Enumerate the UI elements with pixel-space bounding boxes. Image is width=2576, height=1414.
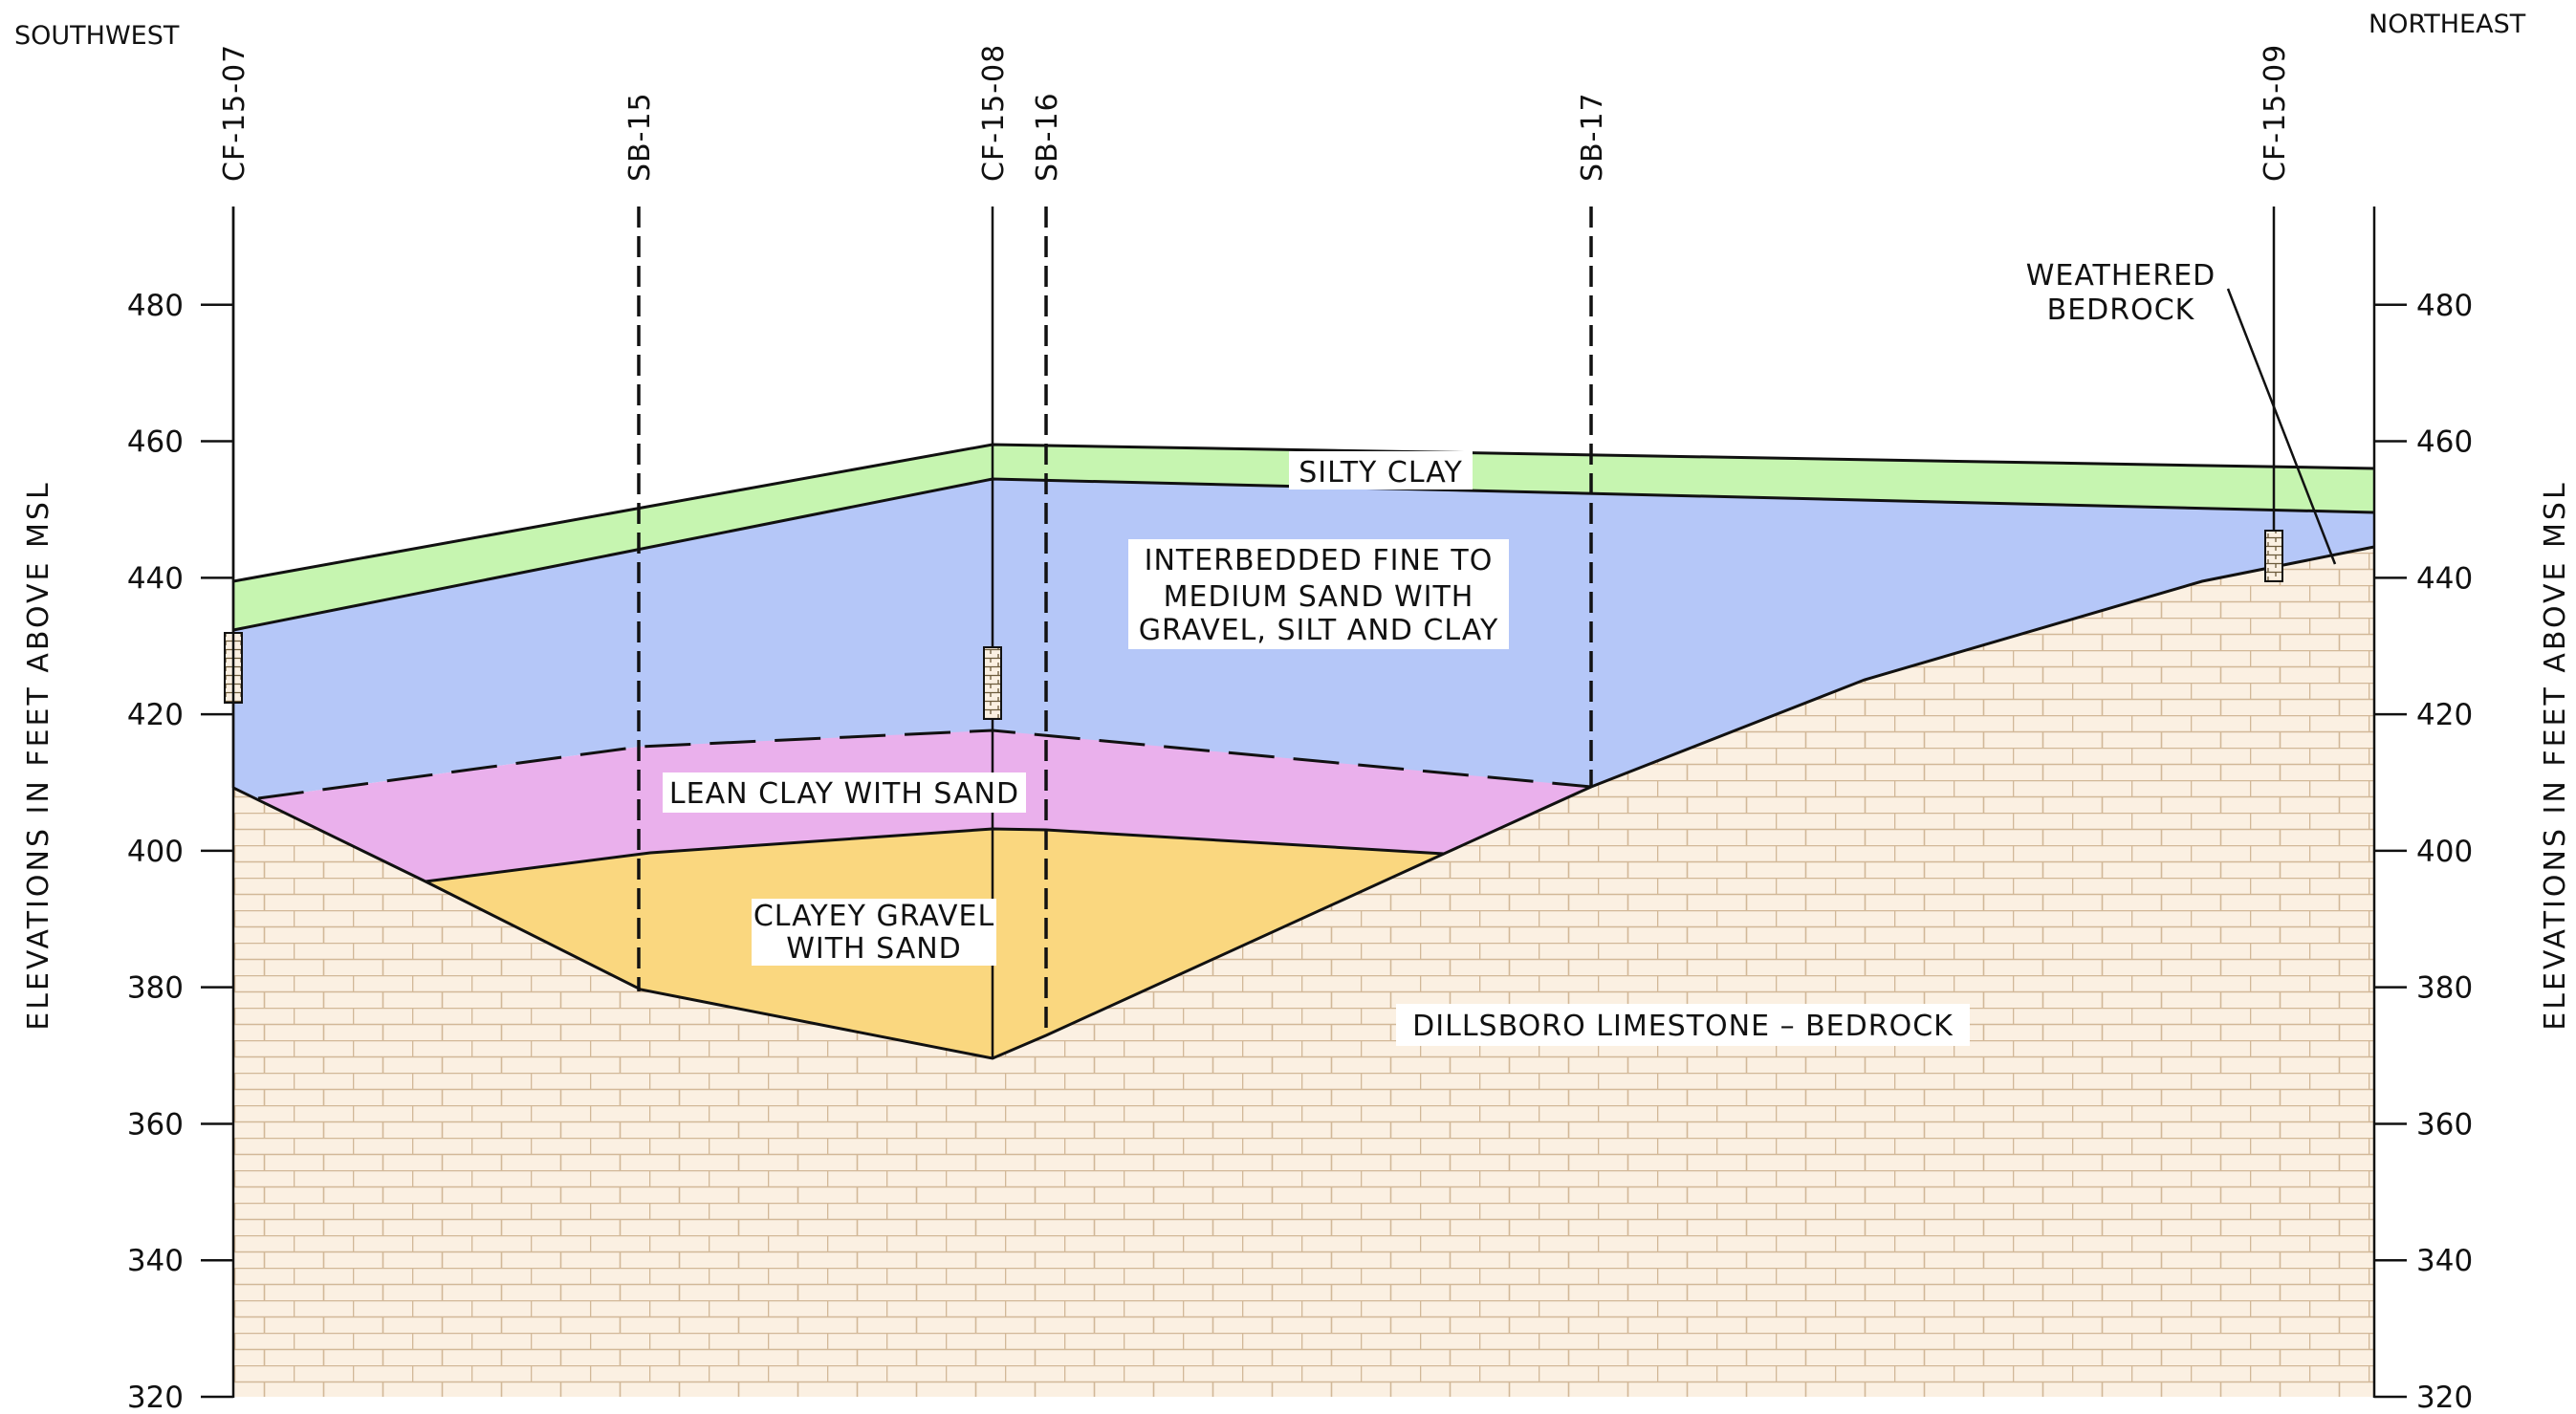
boring-label-cf-15-07: CF-15-07 bbox=[218, 44, 251, 182]
bedrock-contact-line bbox=[232, 545, 2375, 1060]
left-tick-label: 480 bbox=[127, 289, 184, 323]
boring-sb-17: SB-17 bbox=[1576, 92, 1609, 787]
boring-label-cf-15-08: CF-15-08 bbox=[977, 44, 1011, 182]
well-screen bbox=[983, 646, 1002, 720]
lean-clay-top-contact-line bbox=[257, 729, 1592, 800]
left-tick-label: 340 bbox=[127, 1244, 184, 1278]
right-axis-title: ELEVATIONS IN FEET ABOVE MSL bbox=[2539, 480, 2572, 1030]
southwest-direction-label: SOUTHWEST bbox=[14, 21, 180, 51]
northeast-direction-label: NORTHEAST bbox=[2369, 10, 2526, 39]
right-tick-label: 380 bbox=[2416, 971, 2473, 1006]
sand-label-line-1: INTERBEDDED FINE TO bbox=[1145, 544, 1494, 577]
lean-clay-label: LEAN CLAY WITH SAND bbox=[669, 777, 1019, 811]
boring-cf-15-09: CF-15-09 bbox=[2259, 44, 2292, 582]
gravel-label-line-1: CLAYEY GRAVEL bbox=[753, 900, 994, 933]
right-tick-label: 420 bbox=[2416, 698, 2473, 732]
left-tick-label: 320 bbox=[127, 1381, 184, 1414]
sand-label-line-2: MEDIUM SAND WITH bbox=[1164, 580, 1474, 614]
boring-label-sb-16: SB-16 bbox=[1031, 92, 1064, 182]
left-tick-label: 400 bbox=[127, 835, 184, 869]
boring-label-cf-15-09: CF-15-09 bbox=[2259, 44, 2292, 182]
right-tick-label: 460 bbox=[2416, 425, 2473, 460]
bedrock-label: DILLSBORO LIMESTONE – BEDROCK bbox=[1412, 1010, 1954, 1043]
silty-clay-label: SILTY CLAY bbox=[1299, 456, 1463, 489]
boring-sb-15: SB-15 bbox=[623, 92, 657, 991]
right-tick-label: 340 bbox=[2416, 1244, 2473, 1278]
left-tick-label: 440 bbox=[127, 561, 184, 596]
boring-label-sb-17: SB-17 bbox=[1576, 92, 1609, 182]
boring-label-sb-15: SB-15 bbox=[623, 92, 657, 182]
right-tick-label: 440 bbox=[2416, 561, 2473, 596]
left-tick-label: 460 bbox=[127, 425, 184, 460]
right-tick-label: 360 bbox=[2416, 1107, 2473, 1142]
weathered-bedrock-label-line-2: BEDROCK bbox=[2047, 294, 2195, 327]
boring-sb-16: SB-16 bbox=[1031, 92, 1064, 1035]
right-tick-label: 480 bbox=[2416, 289, 2473, 323]
silty-clay-layer bbox=[233, 445, 2374, 630]
weathered-bedrock-leader-line bbox=[2226, 288, 2337, 565]
left-tick-label: 360 bbox=[127, 1107, 184, 1142]
weathered-bedrock-label-line-1: WEATHERED bbox=[2026, 259, 2216, 293]
left-axis-title: ELEVATIONS IN FEET ABOVE MSL bbox=[22, 480, 55, 1030]
right-tick-label: 320 bbox=[2416, 1381, 2473, 1414]
gravel-label-line-2: WITH SAND bbox=[786, 932, 962, 966]
bedrock-zone bbox=[233, 547, 2374, 1397]
well-screen bbox=[2264, 530, 2283, 582]
sand-label-line-3: GRAVEL, SILT AND CLAY bbox=[1139, 614, 1499, 647]
sand-layer bbox=[233, 479, 2374, 854]
right-tick-label: 400 bbox=[2416, 835, 2473, 869]
left-tick-label: 420 bbox=[127, 698, 184, 732]
left-tick-label: 380 bbox=[127, 971, 184, 1006]
